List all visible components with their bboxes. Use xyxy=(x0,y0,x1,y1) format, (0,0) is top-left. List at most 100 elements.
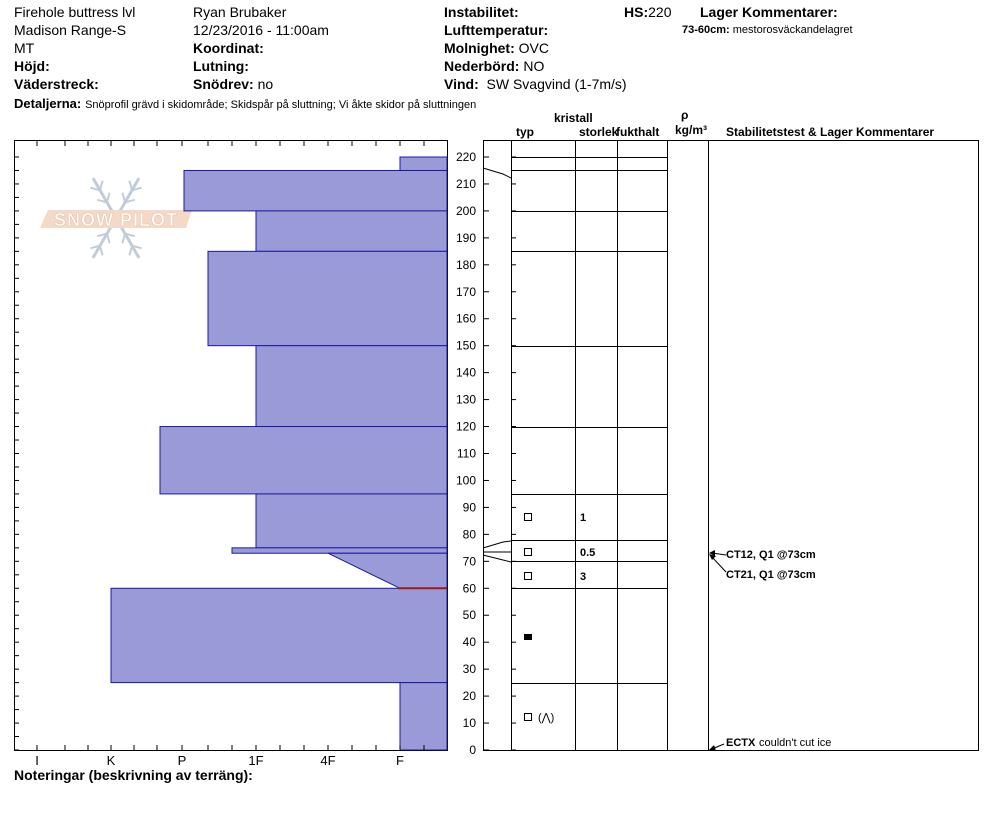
height-tick-label: 10 xyxy=(463,716,477,730)
grid-frame xyxy=(483,140,979,751)
height-tick-label: 110 xyxy=(457,447,476,461)
crystal-symbol xyxy=(524,513,532,521)
hojd-label: Höjd: xyxy=(14,58,50,74)
hardness-bar xyxy=(255,493,448,549)
hs-row: HS:220 xyxy=(624,4,671,20)
height-tick-label: 80 xyxy=(463,527,477,541)
hardness-bar xyxy=(110,587,448,684)
crystal-symbol xyxy=(524,572,532,580)
height-tick-label: 50 xyxy=(463,608,477,622)
height-tick-label: 60 xyxy=(463,581,477,595)
detaljerna-label: Detaljerna: xyxy=(14,96,82,111)
height-tick-label: 160 xyxy=(456,312,476,326)
stability-test-label: ECTX xyxy=(726,737,756,749)
logo-snowflake-branch xyxy=(99,180,104,191)
hs-label: HS: xyxy=(624,4,649,20)
hardness-bar xyxy=(183,169,448,212)
logo-snowflake-branch xyxy=(106,192,111,203)
height-tick-label: 120 xyxy=(456,420,476,434)
crystal-size: 3 xyxy=(580,571,586,583)
hardness-bar xyxy=(255,345,448,428)
hardness-scale-label: K xyxy=(107,753,116,768)
detaljerna-value: Snöprofil grävd i skidområde; Skidspår p… xyxy=(85,99,477,111)
col-typ: typ xyxy=(516,125,534,139)
molnighet-value: OVC xyxy=(518,40,549,56)
crystal-symbol-secondary: (⋀) xyxy=(538,712,554,724)
vind-value: SW Svagvind (1-7m/s) xyxy=(486,76,627,92)
vind-label: Vind: xyxy=(444,76,479,92)
logo-banner xyxy=(40,210,192,228)
logo-snowflake-branch xyxy=(128,180,133,191)
stability-arrow xyxy=(711,556,727,573)
hardness-scale-label: I xyxy=(35,753,39,768)
height-tick-label: 70 xyxy=(463,554,477,568)
logo-snowflake-branch xyxy=(121,192,126,203)
height-tick-label: 180 xyxy=(456,258,476,272)
height-tick-label: 140 xyxy=(456,366,476,380)
crystal-symbol xyxy=(524,548,532,556)
col-stability: Stabilitetstest & Lager Kommentarer xyxy=(726,125,935,139)
height-tick-label: 130 xyxy=(456,393,476,407)
height-tick-label: 200 xyxy=(456,204,476,218)
molnighet-row: Molnighet: OVC xyxy=(444,40,549,56)
lufttemp-label: Lufttemperatur: xyxy=(444,22,549,38)
snodrev-row: Snödrev: no xyxy=(193,76,273,92)
logo-snowflake-branch xyxy=(128,245,133,256)
logo-text: SNOW PILOT xyxy=(54,210,178,230)
vaderstreck-label: Väderstreck: xyxy=(14,76,99,92)
detaljerna-row: Detaljerna: Snöprofil grävd i skidområde… xyxy=(14,95,476,112)
height-tick-label: 40 xyxy=(463,635,477,649)
crystal-symbol xyxy=(524,713,532,721)
stability-test-comment: couldn't cut ice xyxy=(759,737,831,749)
snodrev-label: Snödrev: xyxy=(193,76,254,92)
height-tick-label: 20 xyxy=(463,689,477,703)
hardness-scale-label: P xyxy=(178,753,187,768)
logo-snowflake-branch xyxy=(124,198,135,204)
logo-snowflake-branch xyxy=(90,244,101,250)
hardness-bar xyxy=(399,156,448,171)
col-rho: ρ xyxy=(681,108,689,122)
range-text: Madison Range-S xyxy=(14,22,127,38)
height-tick-label: 90 xyxy=(463,500,477,514)
height-tick-label: 100 xyxy=(456,473,476,487)
observer-text: Ryan Brubaker xyxy=(193,4,287,20)
layer-connector xyxy=(482,540,512,549)
nederbord-label: Nederbörd: xyxy=(444,58,520,74)
height-tick-label: 30 xyxy=(463,662,477,676)
hardness-bar xyxy=(207,250,448,347)
lager-note-label: 73-60cm: xyxy=(682,24,730,36)
logo-snowflake-branch xyxy=(131,244,142,250)
logo-snowflake-branch xyxy=(97,232,108,238)
hardness-bar xyxy=(255,210,448,252)
hardness-bar xyxy=(159,426,448,495)
stability-test-label: CT12, Q1 @73cm xyxy=(726,549,816,561)
layer-connector xyxy=(482,167,512,179)
hardness-scale-label: 4F xyxy=(320,753,335,768)
snodrev-value: no xyxy=(257,76,274,92)
height-tick-label: 170 xyxy=(456,285,476,299)
stability-arrow-head xyxy=(709,554,716,560)
col-storlek: storlek xyxy=(579,126,617,139)
crystal-size: 0.5 xyxy=(580,547,595,559)
height-tick-label: 210 xyxy=(456,177,476,191)
logo-snowflake-branch xyxy=(131,186,142,192)
layer-connector xyxy=(482,554,512,563)
logo-snowflake-branch xyxy=(121,233,126,244)
logo-snowflake-branch xyxy=(124,232,135,238)
crystal-symbol xyxy=(524,634,532,640)
lager-note: 73-60cm: mestorosväckandelagret xyxy=(682,24,853,37)
state-text: MT xyxy=(14,40,35,56)
datetime-text: 12/23/2016 - 11:00am xyxy=(193,22,329,38)
logo-snowflake-branch xyxy=(106,233,111,244)
crystal-size: 1 xyxy=(580,512,586,524)
logo-snowflake-branch xyxy=(99,245,104,256)
lager-note-value: mestorosväckandelagret xyxy=(732,24,853,36)
instabilitet-label: Instabilitet: xyxy=(444,4,519,20)
nederbord-row: Nederbörd: NO xyxy=(444,58,544,74)
noteringar-label: Noteringar (beskrivning av terräng): xyxy=(14,767,253,783)
stability-arrow-head xyxy=(709,745,716,751)
hardness-scale-label: 1F xyxy=(248,753,263,768)
hs-value: 220 xyxy=(648,4,672,20)
height-tick-label: 150 xyxy=(456,339,476,353)
